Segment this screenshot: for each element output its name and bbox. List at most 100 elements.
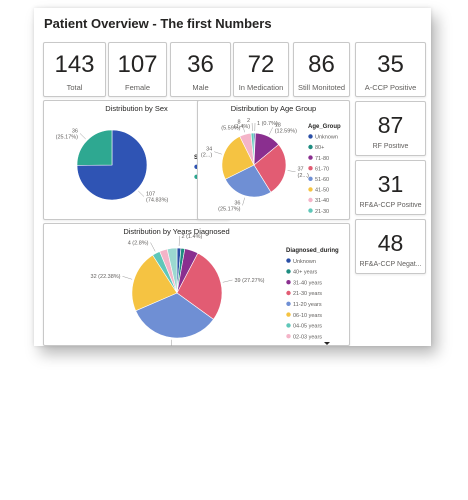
kpi-label: Female [124,83,150,92]
kpi-value: 87 [377,112,404,138]
legend-title: Diagnosed_during [286,248,339,254]
kpi-value: 36 [187,51,214,78]
pie-slice-41-50[interactable] [221,135,255,180]
legend-marker [286,280,291,285]
data-label-leader [138,190,145,197]
legend-item-31-40[interactable]: 31-40 [315,198,329,204]
legend-item-unknown[interactable]: Unknown [315,135,338,141]
pie-slice-61-70[interactable] [253,144,287,193]
legend-item-51-60[interactable]: 51-60 [315,177,329,183]
data-label-71-80: 18 (12.59%) [275,122,297,134]
legend-marker [308,208,313,213]
pie-slice-0-1-years[interactable] [166,247,178,294]
data-label-leader [287,170,296,173]
legend-marker [286,258,291,263]
data-label-leader [170,339,173,346]
pie-slice-21-30-years[interactable] [176,252,223,320]
legend-item-06-10-years[interactable]: 06-10 years [293,313,322,319]
pie-chart-age: 1 (0.7%)18 (12.59%) 37 (2...) 36 (25.17%) 34 (2… [201,118,341,215]
kpi-label: In Medication [238,83,284,92]
kpi-label: RF&A-CCP Positive [359,202,422,209]
report-canvas: Patient Overview - The first Numbers 143… [34,8,431,346]
legend-item-21-30[interactable]: 21-30 [315,209,329,215]
legend-marker [308,155,313,160]
legend-item-31-40-years[interactable]: 31-40 years [293,280,322,286]
pie-slice-male[interactable] [76,129,113,166]
legend-item-41-50[interactable]: 41-50 [315,188,329,194]
legend-marker [286,323,291,328]
legend-item-21-30-years[interactable]: 21-30 years [293,291,322,297]
legend-item-02-03-years[interactable]: 02-03 years [293,334,322,340]
kpi-card-rf-accp-negative[interactable]: 48 RF&A-CCP Negat... [355,219,426,274]
data-label-04-05-years: 4 (2.8%) [128,240,149,246]
pie-slice-female[interactable] [76,129,148,201]
legend-marker [286,301,291,306]
chart-card-age[interactable]: Distribution by Age Group 1 (0.7%) 18 (12.… [197,100,350,220]
kpi-card-accp-positive[interactable]: 35 A-CCP Positive [355,42,426,97]
kpi-card-still-monitored[interactable]: 86 Still Monitoted [293,42,350,97]
kpi-card-female[interactable]: 107 Female [108,42,167,97]
data-label-61-70: 37 (2...) [298,167,309,179]
data-label-male: 36 (25.17%) [56,128,78,140]
kpi-label: Total [66,83,83,92]
triangle-down-icon[interactable] [324,342,330,345]
pie-slice-11-20-years[interactable] [135,292,214,339]
kpi-label: Still Monitoted [297,83,346,92]
data-label-unknown: 1 (0.7%) [257,121,278,127]
chart-title: Distribution by Sex [105,104,168,113]
legend-item-80[interactable]: 80+ [315,145,324,151]
kpi-value: 107 [117,51,158,78]
data-label-unknown: 2 (1.4%) [182,234,203,240]
kpi-value: 48 [377,230,404,256]
data-label-female: 107 (74.83%) [146,192,168,204]
data-label-21-30: 2 (1.4%) [234,118,250,130]
legend-title: Age_Group [308,124,341,130]
pie-chart-years: 2 (1.4%)39 (27.27%)48 (33.57%)32 (22.38%… [91,234,339,346]
legend-marker [308,197,313,203]
kpi-card-rf-positive[interactable]: 87 RF Positive [355,101,426,156]
kpi-label: Male [192,83,209,92]
legend-item-11-20-years[interactable]: 11-20 years [293,302,322,308]
legend-item-61-70[interactable]: 61-70 [315,166,329,172]
kpi-card-rf-accp-positive[interactable]: 31 RF&A-CCP Positive [355,160,426,215]
kpi-value: 31 [377,171,404,197]
legend-item-40-years[interactable]: 40+ years [293,270,318,276]
legend-marker [308,144,313,150]
legend-marker [308,176,313,181]
chart-title: Distribution by Age Group [230,104,317,113]
data-label-51-60: 36 (25.17%) [218,200,240,212]
legend-item-unknown[interactable]: Unknown [293,259,316,265]
data-label-leader [214,151,222,155]
kpi-label: RF Positive [372,143,409,150]
kpi-label: RF&A-CCP Negat... [359,261,422,268]
legend-marker [308,134,313,139]
pie-slice-06-10-years[interactable] [131,254,178,312]
legend-marker [286,334,291,339]
legend-item-71-80[interactable]: 71-80 [315,156,329,162]
data-label-leader [222,279,233,283]
pie-slice-21-30[interactable] [250,132,255,166]
data-label-leader [79,133,86,140]
legend-marker [286,269,291,274]
chart-card-years[interactable]: Distribution by Years Diagnosed 2 (1.4%)… [43,223,350,346]
kpi-card-in-medication[interactable]: 72 In Medication [233,42,289,97]
data-label-31-40: 8 (5.59%) [221,120,240,132]
legend-marker [308,166,313,171]
legend-marker [286,312,291,317]
data-label-leader [268,127,273,135]
pie-slice-51-60[interactable] [224,164,272,198]
legend-marker [308,187,313,192]
kpi-value: 143 [54,51,95,78]
page-title: Patient Overview - The first Numbers [44,16,272,31]
data-label-06-10-years: 32 (22.38%) [91,274,121,280]
kpi-value: 86 [308,51,335,78]
data-label-21-30-years: 39 (27.27%) [235,278,265,284]
kpi-card-male[interactable]: 36 Male [170,42,231,97]
kpi-card-total[interactable]: 143 Total [43,42,106,97]
kpi-label: A-CCP Positive [364,83,417,92]
data-label-leader [150,242,156,252]
kpi-value: 35 [377,51,404,78]
data-label-leader [242,124,245,133]
legend-item-04-05-years[interactable]: 04-05 years [293,324,322,330]
chart-title: Distribution by Years Diagnosed [123,227,230,236]
